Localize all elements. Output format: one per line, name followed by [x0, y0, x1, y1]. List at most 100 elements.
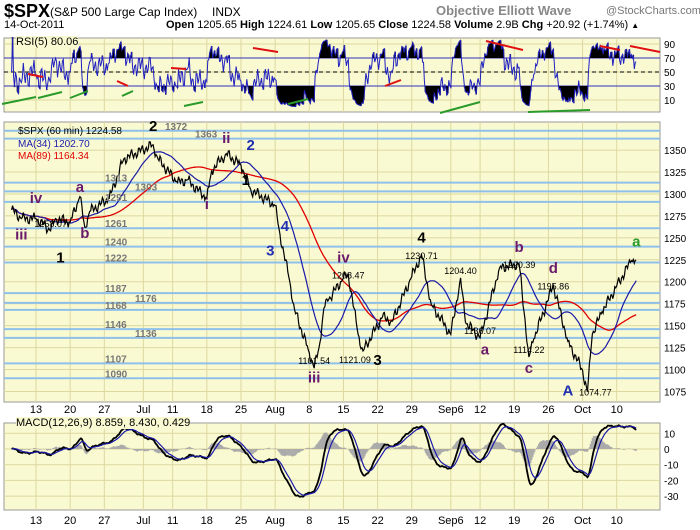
price-tick-label: 1350: [664, 146, 687, 157]
price-tick-label: 1075: [664, 387, 687, 398]
x-tick-label: 20: [64, 404, 76, 416]
high-label: High: [240, 19, 265, 31]
close-label: Close: [378, 19, 409, 31]
price-tick-label: 1300: [664, 190, 687, 201]
macd-tick-label: 0: [664, 445, 670, 456]
price-tick-label: 1150: [664, 322, 686, 333]
open-label: Open: [166, 19, 195, 31]
fib-level-label: 1176: [135, 294, 157, 305]
x-tick-label: 18: [201, 404, 213, 416]
x-tick-label: 12: [474, 404, 486, 416]
price-tick-label: 1100: [664, 366, 686, 377]
wave-label: A: [562, 382, 573, 399]
x-tick-label: 13: [30, 515, 42, 527]
x-tick-label: 19: [508, 515, 520, 527]
ma34-line: [11, 151, 637, 356]
fib-level-label: 1187: [105, 284, 127, 295]
x-tick-label: 22: [371, 404, 383, 416]
fib-level-label: 1222: [105, 253, 128, 264]
price-annotation: 1230.71: [405, 251, 438, 261]
price-annotation: 1121.09: [339, 355, 371, 365]
credit: @StockCharts.com: [606, 5, 700, 17]
wave-label: ii: [222, 130, 230, 147]
volume-value: 2.9B: [496, 19, 519, 31]
macd-tick-label: -10: [664, 461, 679, 472]
low-label: Low: [310, 19, 333, 31]
fib-level-label: 1136: [135, 329, 157, 340]
macd-tick-label: 10: [664, 429, 676, 440]
x-tick-label: 15: [337, 515, 349, 527]
rsi-trendline: [170, 67, 187, 70]
quote-bar: Open 1205.65 High 1224.61 Low 1205.65 Cl…: [166, 19, 639, 31]
fib-level-label: 1313: [105, 174, 128, 185]
price-tick-label: 1125: [664, 344, 686, 355]
ma89-line: [11, 166, 637, 331]
price-annotation: 1258.07: [34, 219, 67, 229]
price-annotation: 1195.86: [537, 281, 569, 291]
x-tick-label: Sep6: [438, 515, 464, 527]
wave-label: b: [80, 225, 89, 242]
rsi-trendline: [121, 90, 134, 97]
rsi-trendline: [527, 109, 591, 113]
rsi-line: [11, 36, 637, 108]
price-annotation: 1074.77: [579, 388, 612, 398]
x-tick-label: 8: [306, 404, 312, 416]
rsi-trendline: [384, 79, 402, 87]
low-value: 1205.65: [335, 19, 376, 31]
up-arrow-icon: ▲: [631, 21, 640, 30]
symbol: $SPX: [4, 1, 51, 21]
x-tick-label: Aug: [265, 515, 285, 527]
rsi-trendline: [599, 45, 621, 51]
wave-label: iii: [308, 370, 321, 387]
rsi-tick-label: 90: [664, 40, 676, 51]
price-tick-label: 1275: [664, 212, 687, 223]
wave-label: iv: [337, 249, 350, 266]
rsi-tick-label: 30: [664, 82, 676, 93]
x-tick-label: 19: [508, 404, 520, 416]
wave-label: iii: [15, 227, 28, 244]
fib-level-label: 1291: [105, 193, 128, 204]
x-tick-label: Jul: [136, 404, 150, 416]
wave-label: d: [549, 260, 558, 277]
fib-level-label: 1261: [105, 219, 128, 230]
fib-level-label: 1363: [195, 130, 218, 141]
chg-value: +20.92 (+1.74%): [546, 19, 629, 31]
x-tick-label: Sep6: [438, 404, 464, 416]
rsi-trendline: [69, 90, 89, 99]
ma89-legend: MA(89) 1164.34: [18, 151, 89, 162]
rsi-legend: RSI(5) 80.06: [16, 36, 79, 48]
x-tick-label: 15: [337, 404, 349, 416]
x-tick-label: 26: [542, 515, 554, 527]
wave-label: i: [205, 196, 209, 213]
macd-tick-label: -20: [664, 476, 679, 487]
price-annotation: 1204.40: [444, 266, 477, 276]
wave-label: iv: [30, 190, 43, 207]
x-tick-label: 27: [98, 515, 110, 527]
x-tick-label: 29: [406, 404, 418, 416]
wave-label: a: [76, 179, 85, 196]
date: 14-Oct-2011: [4, 19, 65, 31]
rsi-trendline: [252, 47, 279, 53]
x-tick-label: Aug: [265, 404, 285, 416]
rsi-trendline: [27, 73, 44, 78]
wave-label: c: [525, 360, 533, 377]
rsi-trendline: [485, 40, 524, 51]
wave-label: a: [632, 234, 641, 251]
x-tick-label: 22: [371, 515, 383, 527]
fib-level-label: 1146: [105, 320, 127, 331]
macd-panel: [3, 422, 661, 511]
rsi-tick-label: 10: [664, 96, 676, 107]
wave-label: a: [481, 342, 490, 359]
x-tick-label: 8: [306, 515, 312, 527]
x-tick-label: 11: [167, 515, 178, 527]
rsi-trendline: [1, 96, 37, 105]
price-annotation: 1114.22: [513, 345, 544, 355]
price-annotation: 1208.47: [332, 270, 365, 280]
macd-signal-line: [11, 425, 637, 496]
rsi-panel: [3, 37, 661, 113]
close-value: 1224.58: [411, 19, 452, 31]
open-value: 1205.65: [197, 19, 237, 31]
x-tick-label: 29: [406, 515, 418, 527]
price-tick-label: 1325: [664, 168, 687, 179]
